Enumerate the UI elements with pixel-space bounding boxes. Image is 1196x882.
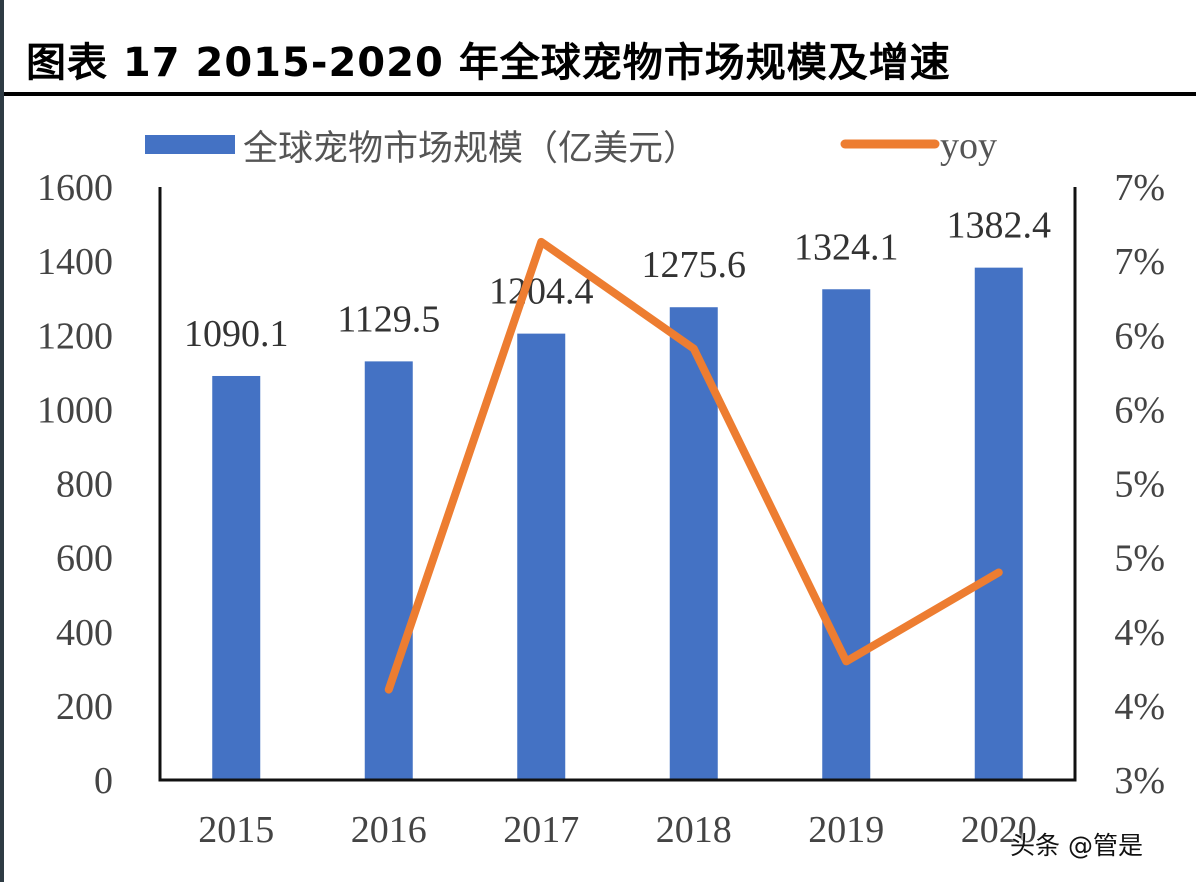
- y-left-tick: 0: [94, 760, 113, 802]
- left-edge: [0, 0, 4, 882]
- y-right-tick: 5%: [1114, 538, 1165, 580]
- y-left-tick: 200: [56, 686, 113, 728]
- y-left-tick: 1200: [37, 315, 113, 357]
- y-right-tick: 4%: [1114, 612, 1165, 654]
- y-left-tick: 1600: [37, 167, 113, 209]
- axes-frame: [158, 187, 1077, 782]
- y-left-tick: 1400: [37, 241, 113, 283]
- watermark: 头条 @管是: [1010, 831, 1143, 860]
- x-tick-2015: 2015: [198, 809, 274, 851]
- bar-label-2017: 1204.4: [489, 271, 594, 313]
- yoy-point-2020: [998, 571, 1000, 573]
- y-right-tick: 7%: [1114, 167, 1165, 209]
- bar-label-2019: 1324.1: [794, 226, 899, 268]
- title-rule: [4, 92, 1196, 96]
- figure-title: 图表 17 2015-2020 年全球宠物市场规模及增速: [26, 40, 951, 86]
- y-right-tick: 3%: [1114, 760, 1165, 802]
- yoy-point-2019: [845, 660, 847, 662]
- y-left-tick: 1000: [37, 389, 113, 431]
- legend-bar-swatch: [145, 135, 235, 154]
- yoy-point-2016: [388, 689, 390, 691]
- legend-bar-label: 全球宠物市场规模（亿美元）: [243, 129, 698, 168]
- y-right-tick: 7%: [1114, 241, 1165, 283]
- y-left-tick: 400: [56, 612, 113, 654]
- x-tick-2017: 2017: [503, 809, 579, 851]
- bar-2016: [364, 361, 413, 780]
- y-left-tick: 600: [56, 538, 113, 580]
- y-right-tick: 4%: [1114, 686, 1165, 728]
- y-right-tick: 5%: [1114, 464, 1165, 506]
- x-tick-2018: 2018: [656, 809, 732, 851]
- bar-label-2018: 1275.6: [642, 244, 747, 286]
- bar-label-2016: 1129.5: [337, 298, 440, 340]
- y-right-tick: 6%: [1114, 389, 1165, 431]
- x-tick-2020: 2020: [961, 809, 1037, 851]
- yoy-point-2018: [693, 348, 695, 350]
- bar-label-2020: 1382.4: [947, 205, 1052, 247]
- x-tick-2019: 2019: [808, 809, 884, 851]
- y-left-tick: 800: [56, 464, 113, 506]
- bar-2017: [517, 333, 566, 780]
- yoy-point-2017: [540, 241, 542, 243]
- x-tick-2016: 2016: [351, 809, 427, 851]
- bar-2015: [212, 375, 261, 780]
- bar-2020: [974, 267, 1023, 780]
- bar-2019: [822, 289, 871, 780]
- bar-label-2015: 1090.1: [184, 313, 289, 355]
- y-right-tick: 6%: [1114, 315, 1165, 357]
- legend-line-label: yoy: [940, 125, 997, 167]
